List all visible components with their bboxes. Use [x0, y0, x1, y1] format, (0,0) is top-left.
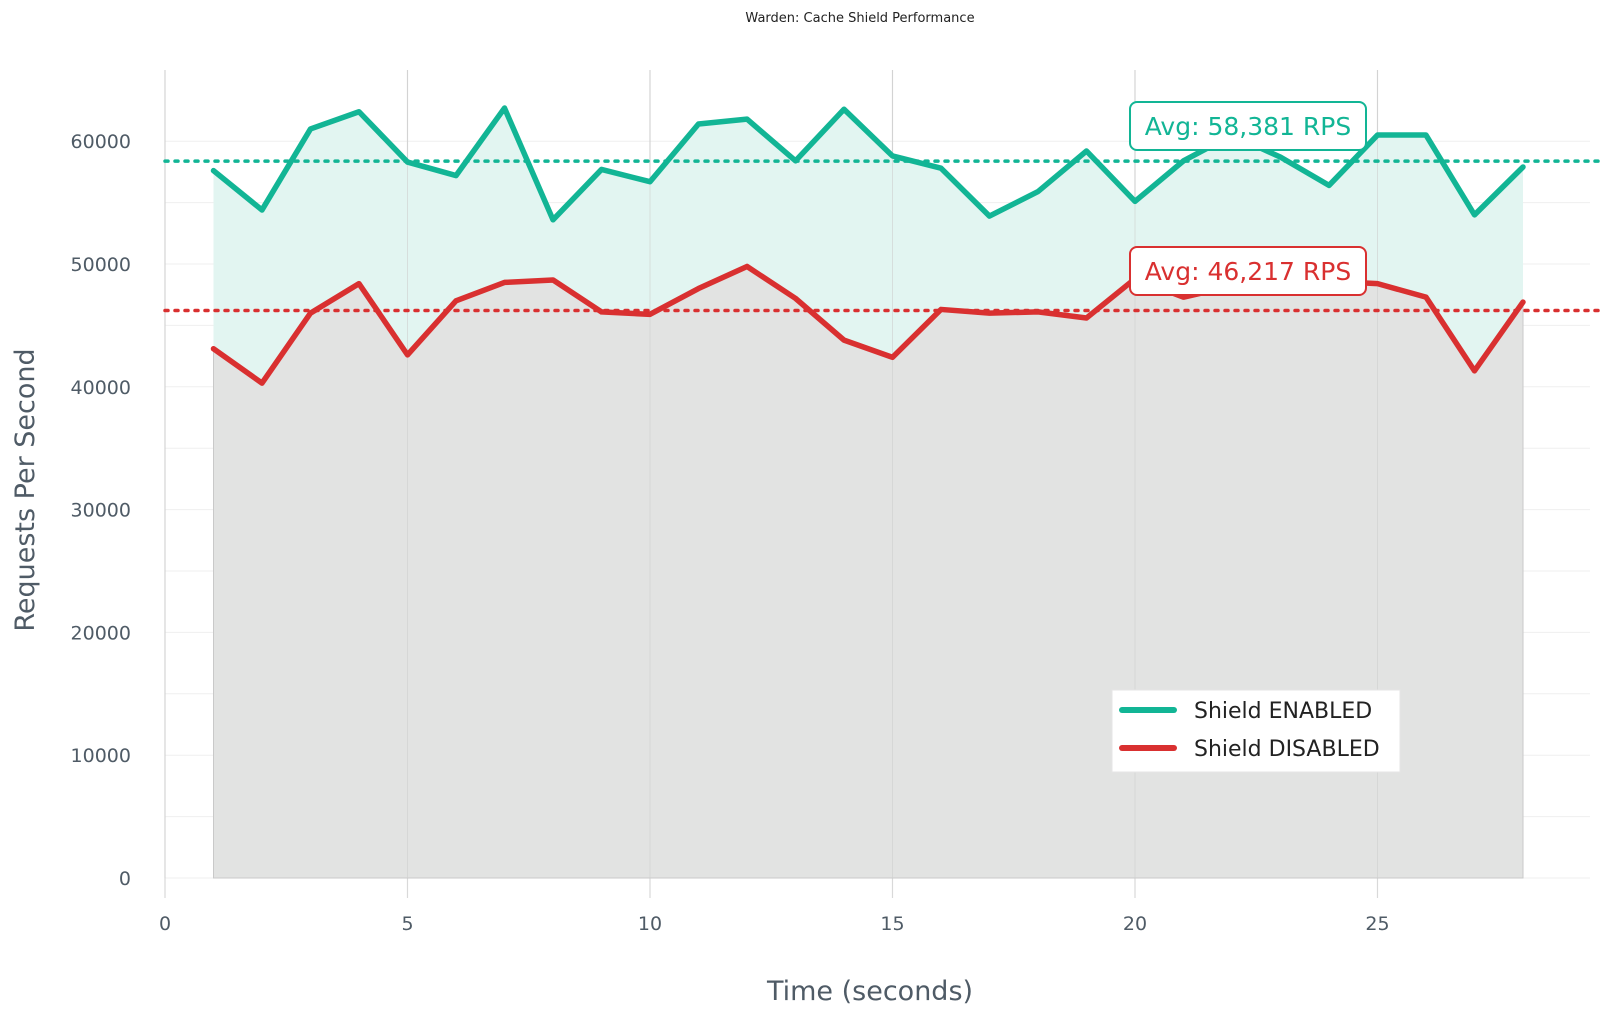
y-tick-label: 40000: [71, 377, 131, 399]
x-tick-label: 0: [159, 913, 171, 935]
x-tick-label: 15: [880, 913, 904, 935]
legend: Shield ENABLED Shield DISABLED: [1112, 690, 1400, 772]
y-axis-title: Requests Per Second: [10, 348, 41, 631]
x-tick-label: 20: [1123, 913, 1147, 935]
y-tick-label: 20000: [71, 622, 131, 644]
y-tick-label: 10000: [71, 745, 131, 767]
x-tick-label: 25: [1365, 913, 1389, 935]
average-label-text: Avg: 46,217 RPS: [1145, 257, 1351, 286]
y-tick-label: 60000: [71, 131, 131, 153]
x-tick-label: 10: [638, 913, 662, 935]
y-tick-label: 0: [119, 868, 131, 890]
area-shield-disabled: [214, 266, 1524, 878]
legend-label: Shield ENABLED: [1194, 699, 1372, 724]
y-tick-label: 50000: [71, 254, 131, 276]
y-tick-label: 30000: [71, 500, 131, 522]
chart-title: Warden: Cache Shield Performance: [745, 11, 974, 26]
legend-label: Shield DISABLED: [1194, 737, 1380, 762]
x-axis-title: Time (seconds): [766, 976, 973, 1007]
x-tick-label: 5: [401, 913, 413, 935]
average-label-text: Avg: 58,381 RPS: [1145, 112, 1351, 141]
